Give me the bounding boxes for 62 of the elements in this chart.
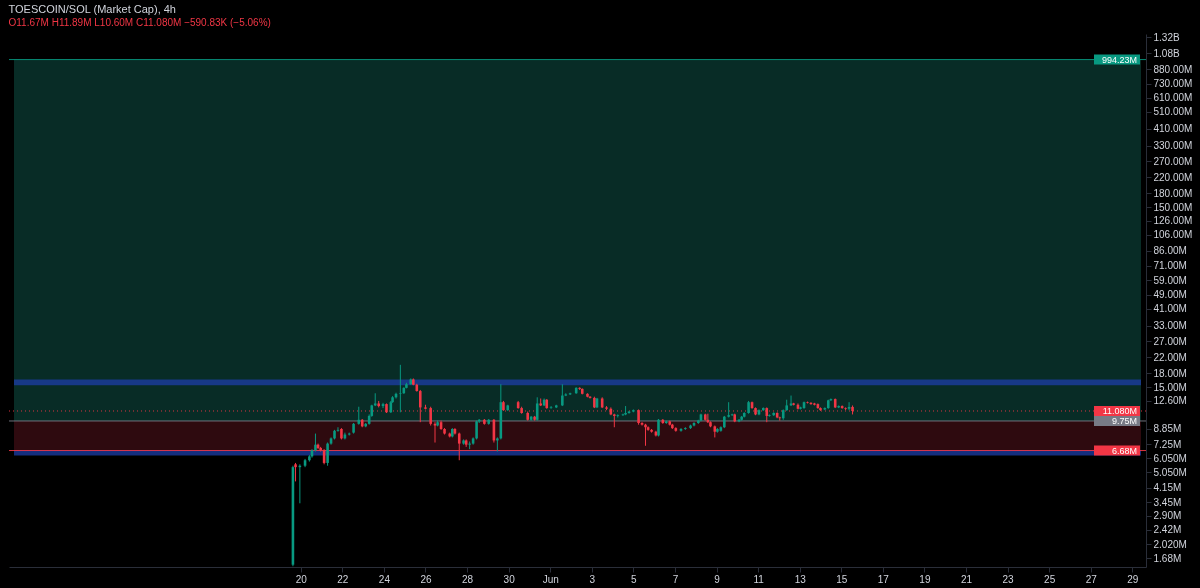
y-tick-label: 33.00M (1153, 320, 1187, 332)
y-tick-label: 15.00M (1153, 381, 1187, 393)
y-tick-label: 4.15M (1153, 482, 1182, 494)
chart-subtitle: O11.67M H11.89M L10.60M C11.080M −590.83K (−5.06%) (8, 17, 271, 29)
x-tick-label: 19 (919, 573, 931, 585)
y-tick-label: 49.00M (1153, 289, 1187, 301)
x-tick-label: 24 (378, 573, 391, 585)
y-tick-label: 510.00M (1153, 106, 1193, 118)
x-tick-label: 9 (714, 573, 721, 585)
y-tick-label: 410.00M (1153, 123, 1193, 135)
x-tick-label: Jun (542, 573, 559, 585)
x-tick-label: 30 (503, 573, 516, 585)
y-tick-label: 2.90M (1153, 510, 1182, 522)
x-tick-label: 20 (295, 573, 308, 585)
y-tick-label: 59.00M (1153, 274, 1187, 286)
y-tick-label: 180.00M (1153, 187, 1193, 199)
ref-line-label: 11.080M (1102, 405, 1137, 416)
x-tick-label: 29 (1127, 573, 1139, 585)
x-tick-label: 13 (794, 573, 807, 585)
x-tick-label: 23 (1002, 573, 1015, 585)
y-tick-label: 880.00M (1153, 63, 1193, 75)
y-tick-label: 3.45M (1153, 496, 1182, 508)
y-tick-label: 12.60M (1153, 395, 1187, 407)
y-tick-label: 126.00M (1153, 215, 1193, 227)
y-tick-label: 1.68M (1153, 552, 1182, 564)
x-tick-label: 5 (631, 573, 638, 585)
y-tick-label: 2.020M (1153, 538, 1187, 550)
y-tick-label: 22.00M (1153, 351, 1187, 363)
y-tick-label: 5.050M (1153, 466, 1187, 478)
y-tick-label: 150.00M (1153, 201, 1193, 213)
x-tick-label: 11 (753, 573, 765, 585)
ref-line-label: 9.75M (1111, 415, 1137, 426)
y-tick-label: 106.00M (1153, 229, 1193, 240)
x-tick-label: 28 (461, 573, 474, 585)
y-tick-label: 330.00M (1153, 140, 1193, 152)
x-tick-label: 17 (877, 573, 890, 585)
chart-title: TOESCOIN/SOL (Market Cap), 4h (8, 3, 176, 16)
x-tick-label: 27 (1085, 573, 1098, 585)
y-tick-label: 18.00M (1153, 367, 1187, 379)
y-tick-label: 610.00M (1153, 92, 1193, 104)
y-tick-label: 27.00M (1153, 335, 1187, 347)
y-tick-label: 86.00M (1153, 245, 1187, 257)
x-tick-label: 3 (589, 573, 596, 585)
y-tick-label: 2.42M (1153, 524, 1182, 536)
x-tick-label: 7 (672, 573, 679, 585)
y-tick-label: 1.08B (1153, 47, 1180, 59)
ref-line-label: 6.68M (1111, 445, 1137, 456)
y-tick-label: 730.00M (1153, 78, 1193, 90)
x-tick-label: 22 (337, 573, 349, 585)
y-tick-label: 71.00M (1153, 260, 1187, 272)
x-tick-label: 15 (836, 573, 848, 585)
y-tick-label: 220.00M (1153, 171, 1193, 183)
y-tick-label: 8.85M (1153, 423, 1182, 435)
ref-line-label: 994.23M (1101, 54, 1137, 65)
y-tick-label: 7.25M (1153, 438, 1182, 450)
x-tick-label: 25 (1044, 573, 1056, 585)
x-tick-label: 21 (960, 573, 973, 585)
y-tick-label: 1.32B (1153, 31, 1180, 43)
y-tick-label: 6.050M (1153, 452, 1187, 464)
x-tick-label: 26 (420, 573, 432, 585)
y-tick-label: 41.00M (1153, 303, 1187, 315)
y-tick-label: 270.00M (1153, 155, 1193, 167)
